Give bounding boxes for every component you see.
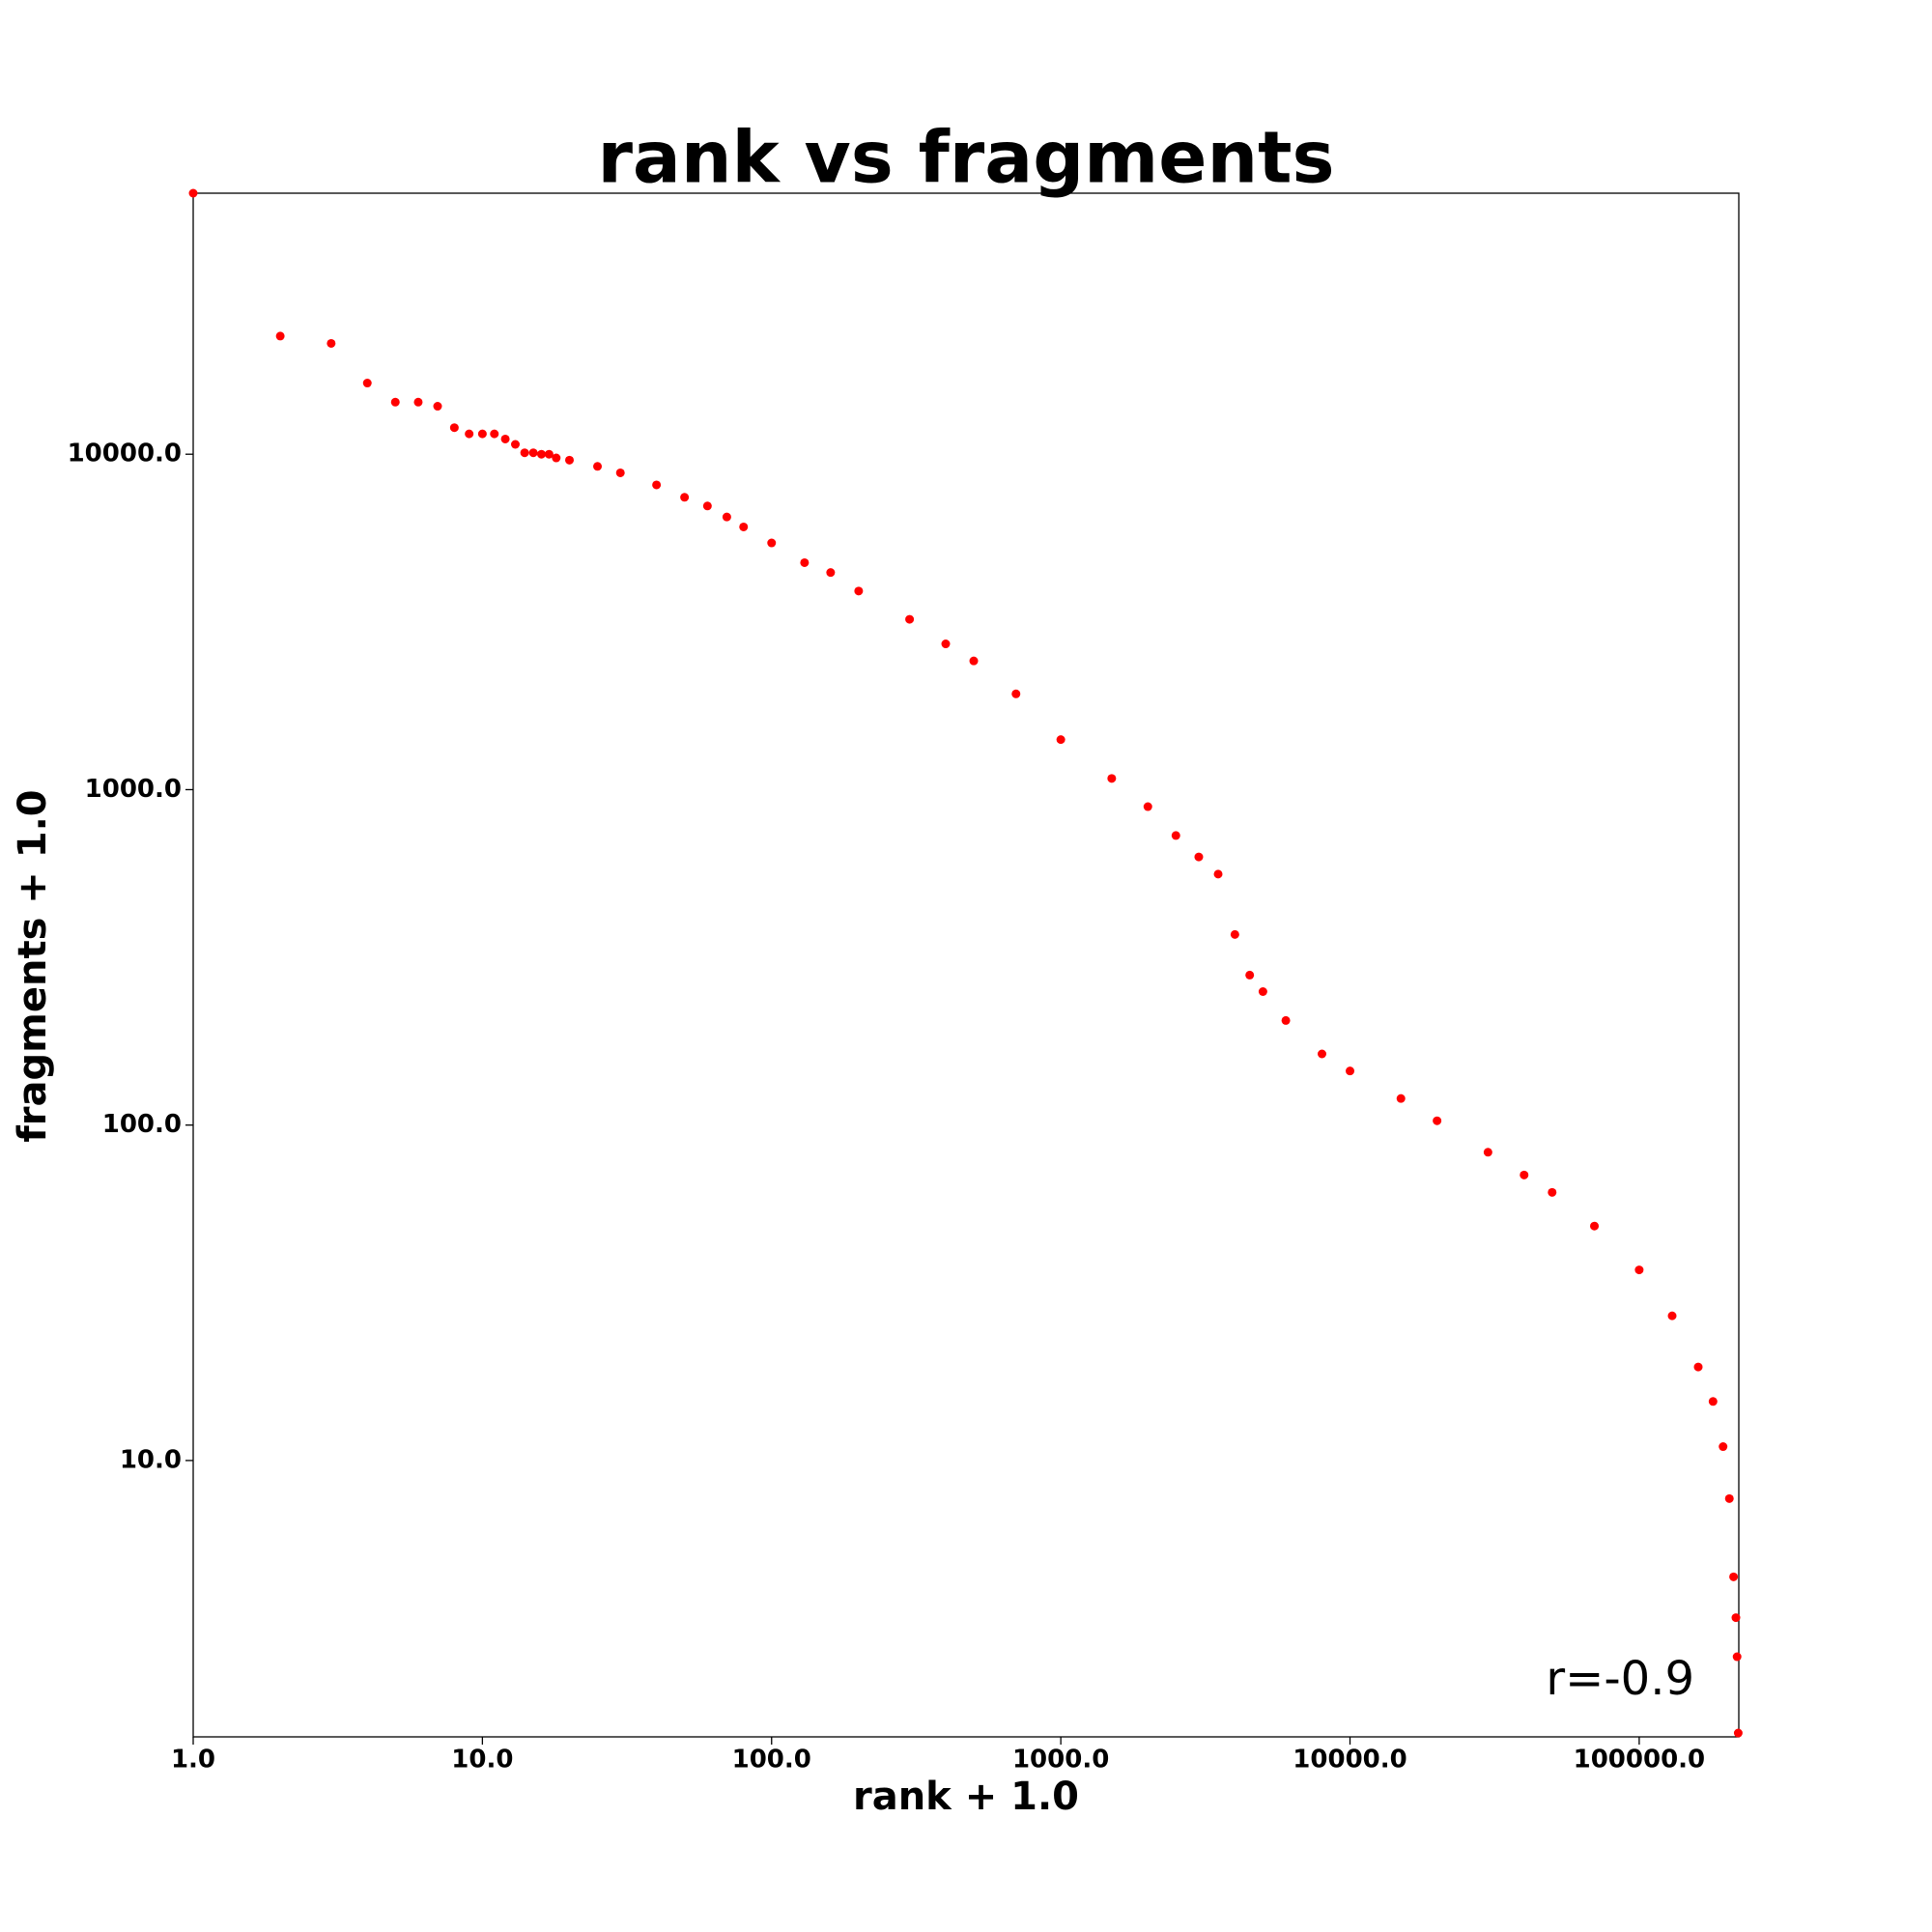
point bbox=[1731, 1613, 1741, 1623]
y-tick-label: 100.0 bbox=[102, 1110, 182, 1139]
point bbox=[1520, 1170, 1529, 1179]
point bbox=[1056, 735, 1065, 745]
x-tick-label: 100.0 bbox=[732, 1746, 811, 1775]
annotation: r=-0.9 bbox=[1546, 1652, 1694, 1706]
point bbox=[1433, 1116, 1442, 1125]
point bbox=[413, 397, 423, 407]
point bbox=[465, 429, 474, 439]
point bbox=[327, 338, 336, 348]
point bbox=[275, 331, 285, 341]
point bbox=[1548, 1187, 1557, 1197]
point bbox=[826, 568, 836, 578]
point bbox=[477, 429, 487, 439]
point bbox=[449, 423, 459, 433]
point bbox=[552, 453, 561, 463]
point bbox=[1107, 774, 1117, 783]
x-tick-label: 100000.0 bbox=[1574, 1746, 1706, 1775]
point bbox=[1230, 929, 1239, 939]
point bbox=[1732, 1652, 1742, 1662]
point bbox=[1245, 970, 1255, 980]
point bbox=[1693, 1362, 1703, 1372]
point bbox=[1729, 1572, 1739, 1581]
point bbox=[854, 586, 864, 596]
point bbox=[510, 440, 520, 449]
point bbox=[1590, 1221, 1600, 1231]
point bbox=[941, 639, 951, 649]
point bbox=[390, 397, 400, 407]
point bbox=[905, 614, 915, 624]
point bbox=[500, 434, 510, 443]
x-tick-label: 1.0 bbox=[171, 1746, 215, 1775]
point bbox=[1258, 986, 1267, 996]
point bbox=[1483, 1148, 1492, 1157]
point bbox=[1346, 1066, 1355, 1076]
point bbox=[1171, 831, 1180, 840]
point bbox=[433, 402, 442, 412]
x-tick-label: 1000.0 bbox=[1012, 1746, 1109, 1775]
point bbox=[1708, 1397, 1718, 1406]
point bbox=[1318, 1049, 1327, 1059]
point bbox=[1194, 852, 1204, 862]
point bbox=[767, 538, 777, 548]
point bbox=[593, 462, 603, 471]
point bbox=[528, 448, 538, 458]
point bbox=[1213, 869, 1223, 879]
point bbox=[1634, 1265, 1644, 1275]
point bbox=[1733, 1728, 1743, 1738]
y-tick-label: 1000.0 bbox=[85, 775, 182, 804]
x-tick-label: 10000.0 bbox=[1293, 1746, 1406, 1775]
plot-frame bbox=[192, 192, 1740, 1738]
point bbox=[1724, 1493, 1734, 1503]
point bbox=[188, 188, 198, 198]
point bbox=[1719, 1442, 1728, 1452]
point bbox=[1396, 1094, 1406, 1103]
point bbox=[1011, 689, 1021, 698]
point bbox=[739, 522, 749, 531]
point bbox=[565, 455, 575, 465]
point bbox=[1281, 1015, 1291, 1025]
point bbox=[702, 501, 712, 511]
y-tick-label: 10000.0 bbox=[68, 440, 182, 469]
point bbox=[520, 448, 529, 458]
point bbox=[1667, 1311, 1677, 1321]
x-axis-label: rank + 1.0 bbox=[853, 1775, 1079, 1819]
y-axis-label: fragments + 1.0 bbox=[11, 789, 55, 1142]
y-tick-label: 10.0 bbox=[120, 1445, 182, 1474]
point bbox=[722, 512, 731, 522]
point bbox=[800, 557, 810, 567]
point bbox=[680, 493, 690, 502]
point bbox=[490, 429, 499, 439]
point bbox=[652, 480, 662, 490]
point bbox=[362, 379, 372, 388]
chart-title: rank vs fragments bbox=[597, 117, 1334, 200]
point bbox=[544, 449, 554, 459]
x-tick-label: 10.0 bbox=[451, 1746, 513, 1775]
point bbox=[536, 449, 546, 459]
point bbox=[969, 656, 979, 666]
point bbox=[615, 468, 625, 477]
point bbox=[1143, 802, 1152, 811]
